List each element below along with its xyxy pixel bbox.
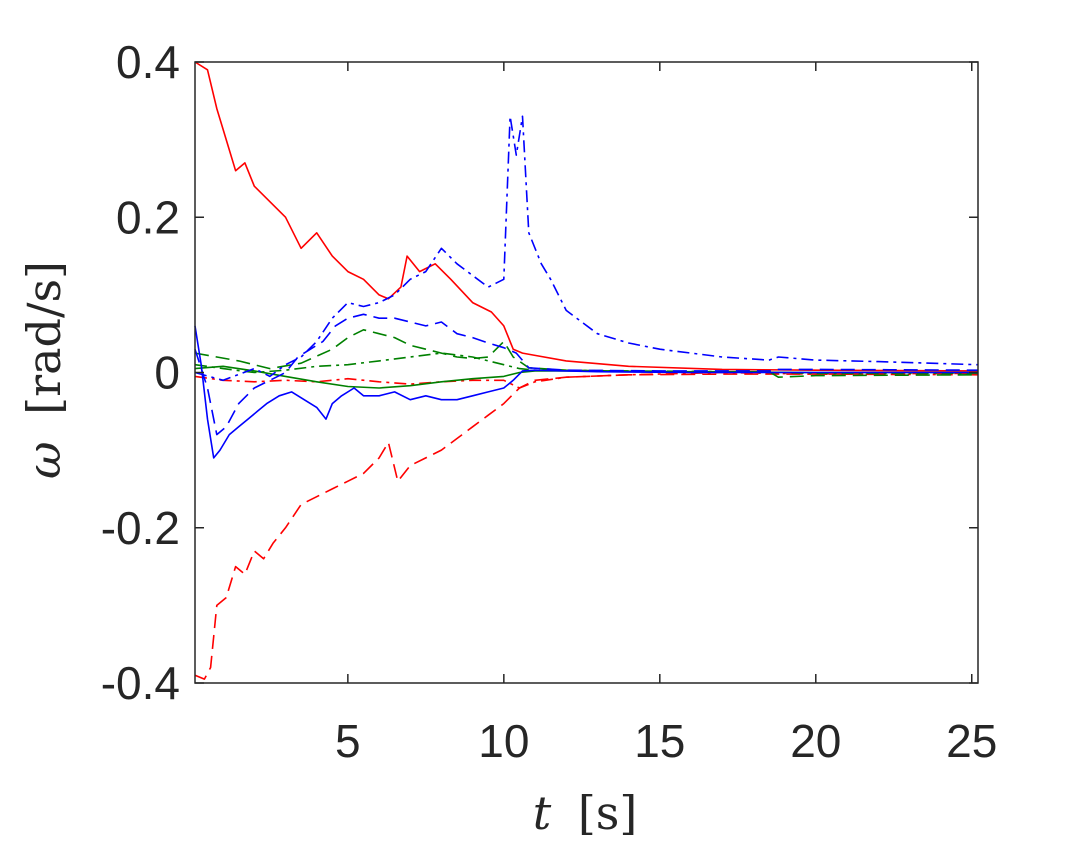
y-tick-label: 0.4 — [116, 36, 180, 88]
x-tick-label: 15 — [634, 715, 685, 767]
y-tick-label: -0.2 — [101, 502, 180, 554]
x-tick-label: 25 — [946, 715, 997, 767]
y-tick-label: 0.2 — [116, 191, 180, 243]
series-line-red-dashdot — [194, 371, 979, 389]
tick-labels: 5 10 15 20 25 0.4 0.2 0 -0.2 -0.4 — [101, 36, 998, 767]
series-line-red-dashed — [194, 372, 979, 680]
series-line-blue-dashdot — [194, 115, 979, 382]
x-tick-label: 5 — [335, 715, 361, 767]
x-axis-unit: [s] — [578, 786, 638, 840]
y-axis-unit: [rad/s] — [17, 261, 71, 415]
x-tick-label: 10 — [478, 715, 529, 767]
y-axis-variable: ω — [17, 441, 71, 479]
series-line-blue-dashed — [194, 313, 979, 436]
series-layer — [194, 61, 979, 680]
series-line-green-dashed — [194, 329, 979, 378]
axes-layer — [194, 61, 979, 684]
series-line-blue-solid — [194, 325, 978, 459]
x-axis-variable: t — [533, 786, 552, 840]
y-tick-label: -0.4 — [101, 657, 180, 709]
x-tick-label: 20 — [790, 715, 841, 767]
y-tick-label: 0 — [154, 347, 180, 399]
x-axis-label: t [s] — [533, 786, 638, 840]
y-axis-label: ω [rad/s] — [17, 261, 71, 479]
series-line-red-solid — [194, 61, 979, 372]
